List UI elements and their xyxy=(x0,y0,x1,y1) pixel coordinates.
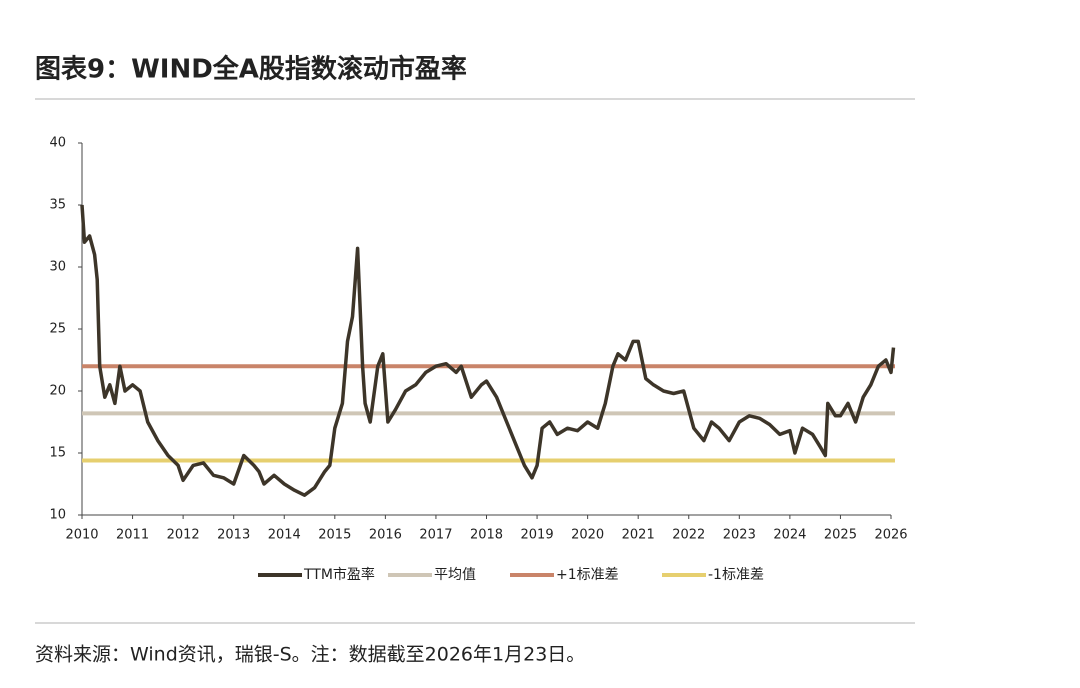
x-tick-label: 2023 xyxy=(723,528,756,543)
x-tick-label: 2021 xyxy=(622,528,655,543)
y-tick-label: 25 xyxy=(49,322,66,337)
series-line xyxy=(80,204,896,497)
y-tick-label: 20 xyxy=(49,384,66,399)
x-tick-label: 2024 xyxy=(773,528,806,543)
x-tick-label: 2018 xyxy=(470,528,503,543)
legend-label: +1标准差 xyxy=(556,567,619,583)
legend-label: -1标准差 xyxy=(708,567,764,583)
chart-title: 图表9：WIND全A股指数滚动市盈率 xyxy=(35,54,467,85)
y-tick-label: 40 xyxy=(49,136,66,151)
y-tick-label: 35 xyxy=(49,198,66,213)
x-tick-label: 2025 xyxy=(824,528,857,543)
x-tick-label: 2016 xyxy=(369,528,402,543)
source-note: 资料来源：Wind资讯，瑞银-S。注：数据截至2026年1月23日。 xyxy=(35,644,585,666)
y-tick-label: 30 xyxy=(49,260,66,275)
x-tick-label: 2019 xyxy=(521,528,554,543)
x-tick-label: 2011 xyxy=(116,528,149,543)
x-tick-label: 2017 xyxy=(419,528,452,543)
x-tick-label: 2013 xyxy=(217,528,250,543)
x-tick-label: 2026 xyxy=(874,528,907,543)
x-tick-label: 2022 xyxy=(672,528,705,543)
legend-label: TTM市盈率 xyxy=(303,566,375,583)
x-tick-label: 2014 xyxy=(268,528,301,543)
x-tick-label: 2012 xyxy=(167,528,200,543)
legend-label: 平均值 xyxy=(434,567,476,583)
x-tick-label: 2020 xyxy=(571,528,604,543)
x-tick-label: 2015 xyxy=(318,528,351,543)
x-tick-label: 2010 xyxy=(65,528,98,543)
y-tick-label: 15 xyxy=(49,446,66,461)
y-tick-label: 10 xyxy=(49,508,66,523)
